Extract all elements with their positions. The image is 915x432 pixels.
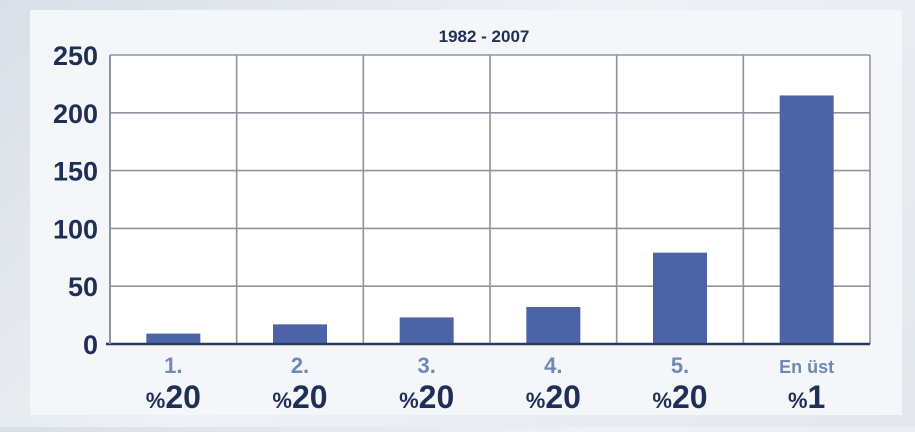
y-tick-label: 150 (53, 157, 98, 187)
x-tick-share-label: %20 (272, 379, 327, 415)
x-tick-rank-label: En üst (779, 357, 834, 377)
bars (146, 95, 834, 345)
bar-5 (653, 252, 707, 344)
x-tick-rank-label: 1. (164, 353, 182, 378)
y-tick-label: 100 (53, 214, 98, 244)
bar-6 (779, 95, 834, 345)
y-tick-labels: 0 50 100 150 200 250 (53, 41, 98, 360)
x-tick-share-label: %20 (399, 379, 454, 415)
bar-4 (526, 307, 581, 344)
y-tick-label: 250 (53, 41, 98, 71)
y-tick-label: 50 (68, 272, 98, 302)
x-tick-share-label: %20 (652, 379, 707, 415)
chart-title: 1982 - 2007 (439, 27, 530, 46)
y-tick-label: 200 (53, 99, 98, 129)
x-tick-share-label: %1 (788, 379, 825, 415)
axes (106, 55, 870, 346)
x-tick-rank-label: 2. (291, 353, 309, 378)
y-tick-label: 0 (83, 330, 98, 360)
x-tick-rank-label: 3. (417, 353, 435, 378)
x-tick-rank-label: 4. (544, 353, 562, 378)
x-tick-share-label: %20 (146, 379, 201, 415)
x-tick-share-label: %20 (526, 379, 581, 415)
x-tick-rank-label: 5. (671, 353, 689, 378)
bar-1 (146, 333, 201, 344)
bar-2 (273, 324, 327, 344)
bar-3 (399, 317, 454, 344)
